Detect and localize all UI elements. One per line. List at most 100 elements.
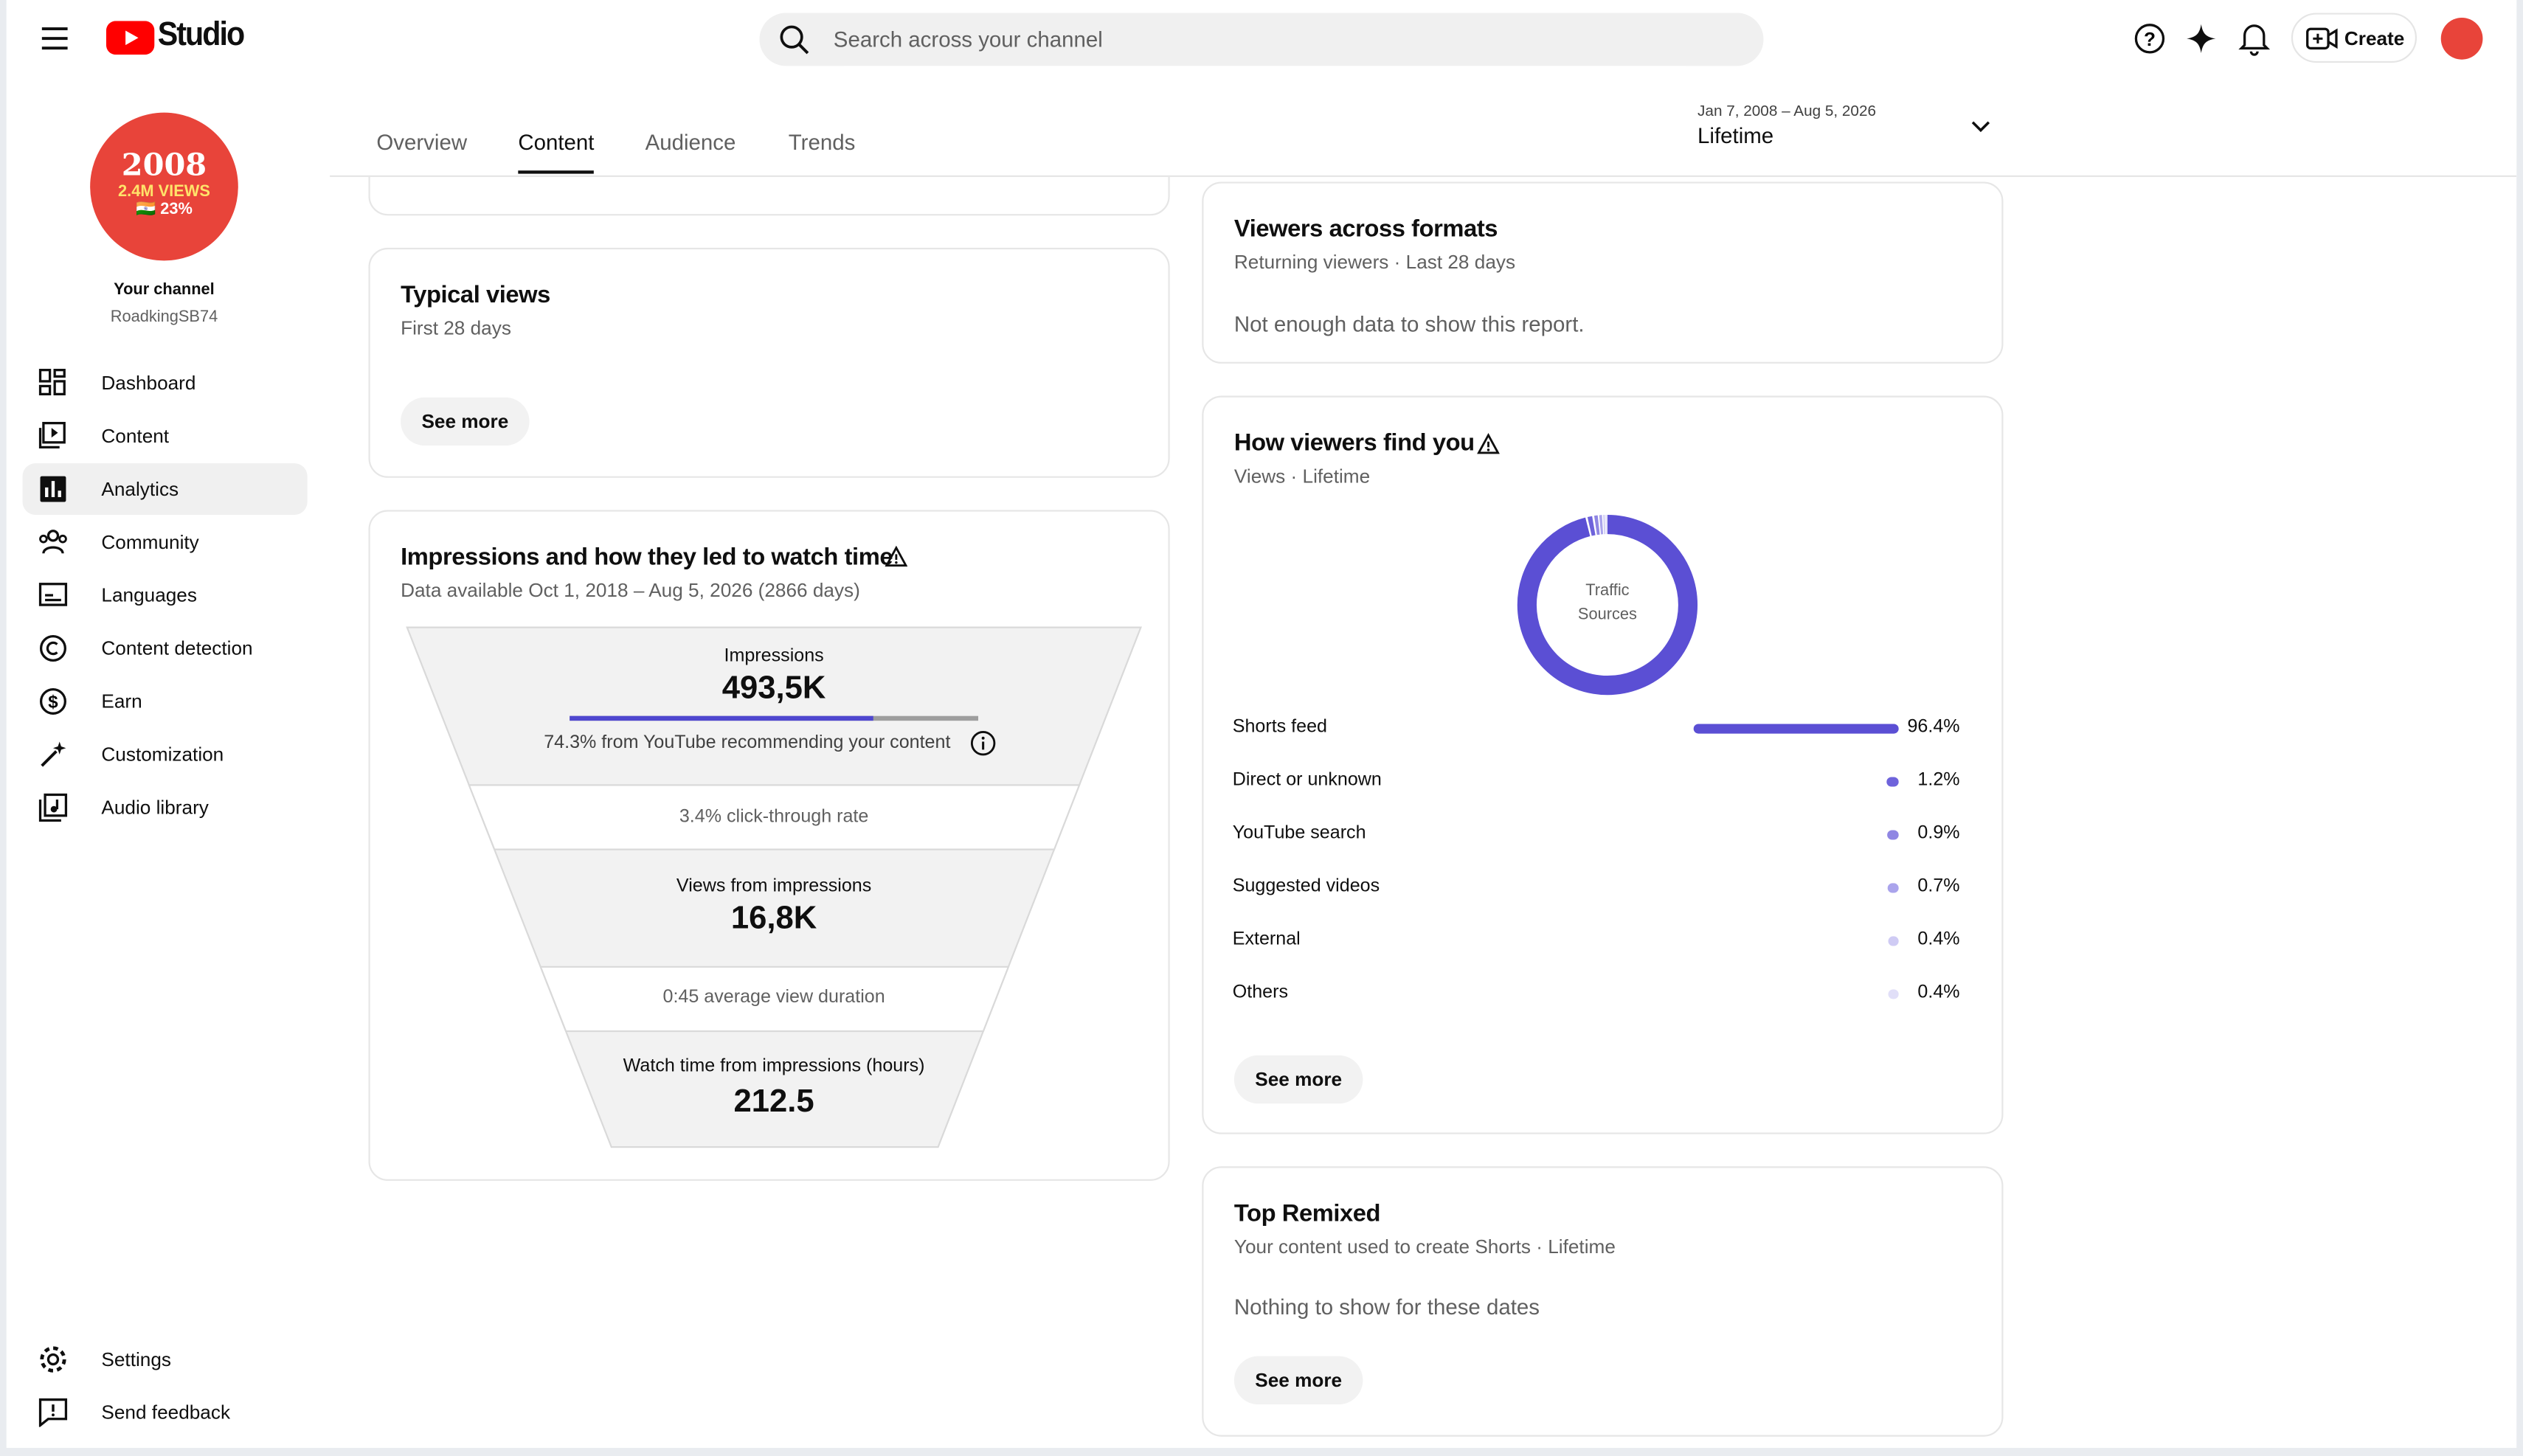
funnel-label: Watch time from impressions (hours) bbox=[623, 1056, 925, 1077]
nav-icon: $ bbox=[39, 687, 66, 715]
nav-item[interactable]: Audio library bbox=[23, 782, 308, 833]
nav-icon bbox=[38, 1398, 68, 1427]
card-message: Nothing to show for these dates bbox=[1233, 1294, 1540, 1320]
date-label[interactable]: Lifetime bbox=[1697, 123, 1774, 148]
menu-button[interactable] bbox=[41, 26, 71, 52]
see-more-button[interactable]: See more bbox=[401, 397, 530, 446]
tab-underline bbox=[518, 170, 594, 174]
nav-icon bbox=[39, 634, 66, 662]
source-name: Suggested videos bbox=[1232, 876, 1380, 896]
funnel-label: Impressions bbox=[724, 646, 824, 666]
card-title: Viewers across formats bbox=[1233, 215, 1498, 243]
top-bar: Studio Search across your channel ? Crea… bbox=[6, 0, 2517, 77]
logo-text: Studio bbox=[157, 15, 245, 53]
donut-segment bbox=[1517, 514, 1698, 696]
card-subtitle: Data available Oct 1, 2018 – Aug 5, 2026… bbox=[401, 579, 860, 602]
tab[interactable]: Trends bbox=[788, 130, 856, 155]
tab[interactable]: Audience bbox=[645, 130, 736, 155]
nav-item[interactable]: Customization bbox=[23, 729, 308, 780]
funnel-value: 493,5K bbox=[721, 670, 826, 707]
donut-center-label: Traffic Sources bbox=[1577, 582, 1637, 625]
funnel bbox=[406, 626, 1142, 1148]
funnel-label: Views from impressions bbox=[676, 876, 872, 896]
source-value: 0.7% bbox=[1917, 876, 1960, 896]
nav-icon bbox=[41, 741, 66, 767]
card-title: Typical views bbox=[401, 281, 550, 309]
card-message: Not enough data to show this report. bbox=[1233, 312, 1585, 336]
funnel-value: 212.5 bbox=[733, 1084, 814, 1120]
help-button[interactable]: ? bbox=[2133, 23, 2166, 55]
create-button[interactable]: Create bbox=[2291, 13, 2418, 63]
see-more-button[interactable]: See more bbox=[1233, 1356, 1363, 1405]
card-subtitle: Views · Lifetime bbox=[1233, 465, 1371, 488]
nav-label: Dashboard bbox=[101, 371, 196, 395]
channel-avatar: 2008 2.4M VIEWS 🇮🇳 23% bbox=[90, 112, 238, 261]
source-name: YouTube search bbox=[1232, 823, 1366, 843]
tab[interactable]: Overview bbox=[376, 130, 468, 155]
tab[interactable]: Content bbox=[518, 130, 595, 155]
card-subtitle: Your content used to create Shorts · Lif… bbox=[1233, 1235, 1616, 1258]
svg-text:?: ? bbox=[2144, 28, 2156, 50]
sparkle-button[interactable] bbox=[2185, 23, 2218, 55]
nav-icon bbox=[38, 583, 68, 606]
source-bar bbox=[1888, 936, 1899, 946]
nav-item[interactable]: Content bbox=[23, 410, 308, 462]
nav-item[interactable]: Analytics bbox=[22, 463, 308, 515]
search-box[interactable]: Search across your channel bbox=[759, 13, 1764, 66]
account-avatar[interactable] bbox=[2440, 17, 2483, 60]
source-bar bbox=[1693, 724, 1899, 734]
funnel-avd: 0:45 average view duration bbox=[662, 988, 885, 1008]
nav-label: Languages bbox=[101, 583, 197, 607]
source-name: Direct or unknown bbox=[1232, 770, 1382, 790]
avatar-line: 2.4M VIEWS bbox=[118, 183, 210, 201]
nav-label: Audio library bbox=[101, 796, 209, 819]
nav-item[interactable]: Languages bbox=[23, 569, 308, 621]
nav-label: Community bbox=[101, 530, 199, 554]
funnel-ctr: 3.4% click-through rate bbox=[679, 807, 869, 828]
card-title: Impressions and how they led to watch ti… bbox=[401, 544, 893, 572]
source-value: 0.4% bbox=[1917, 929, 1960, 949]
card-traffic: How viewers find you Views · Lifetime Se… bbox=[1202, 395, 2004, 1134]
logo-icon[interactable] bbox=[105, 21, 155, 55]
nav-item[interactable]: Send feedback bbox=[23, 1387, 308, 1438]
nav-label: Earn bbox=[101, 690, 142, 713]
nav-icon bbox=[39, 530, 67, 554]
svg-text:$: $ bbox=[48, 693, 58, 713]
see-more-button[interactable]: See more bbox=[1233, 1055, 1363, 1104]
date-range: Jan 7, 2008 – Aug 5, 2026 bbox=[1697, 103, 1877, 121]
search-placeholder: Search across your channel bbox=[833, 27, 1103, 52]
card-title: How viewers find you bbox=[1233, 429, 1475, 457]
nav-icon bbox=[38, 793, 68, 822]
create-label: Create bbox=[2344, 27, 2405, 50]
card-top-remixed: Top Remixed Your content used to create … bbox=[1202, 1166, 2004, 1437]
card-subtitle: Returning viewers · Last 28 days bbox=[1233, 251, 1516, 274]
source-bar bbox=[1886, 777, 1899, 787]
nav-item[interactable]: $ Earn bbox=[23, 676, 308, 727]
funnel-value: 16,8K bbox=[730, 901, 817, 937]
nav-item[interactable]: Dashboard bbox=[23, 357, 308, 409]
bar-fill bbox=[570, 715, 873, 721]
card-typical-views: Typical views First 28 days See more bbox=[368, 247, 1170, 478]
source-bar bbox=[1888, 989, 1899, 999]
nav-label: Send feedback bbox=[101, 1401, 231, 1424]
donut-chart bbox=[1517, 514, 1698, 696]
source-value: 0.9% bbox=[1917, 823, 1960, 843]
nav-item[interactable]: Content detection bbox=[23, 623, 308, 674]
nav-label: Analytics bbox=[101, 477, 179, 501]
card-viewers-formats: Viewers across formats Returning viewers… bbox=[1202, 181, 2004, 364]
info-icon[interactable] bbox=[970, 730, 996, 756]
notifications-button[interactable] bbox=[2238, 21, 2271, 56]
warning-icon bbox=[1477, 433, 1500, 454]
nav-label: Customization bbox=[101, 743, 224, 766]
source-value: 0.4% bbox=[1917, 982, 1960, 1002]
nav-icon bbox=[38, 421, 66, 448]
date-dropdown[interactable] bbox=[1970, 119, 1993, 135]
app: Typical views First 28 days See more Imp… bbox=[6, 0, 2517, 1448]
card-title: Top Remixed bbox=[1233, 1200, 1381, 1228]
nav-item[interactable]: Settings bbox=[23, 1334, 308, 1385]
recommend-text: 74.3% from YouTube recommending your con… bbox=[544, 733, 951, 753]
nav-item[interactable]: Community bbox=[23, 516, 308, 568]
nav-icon bbox=[40, 476, 66, 502]
